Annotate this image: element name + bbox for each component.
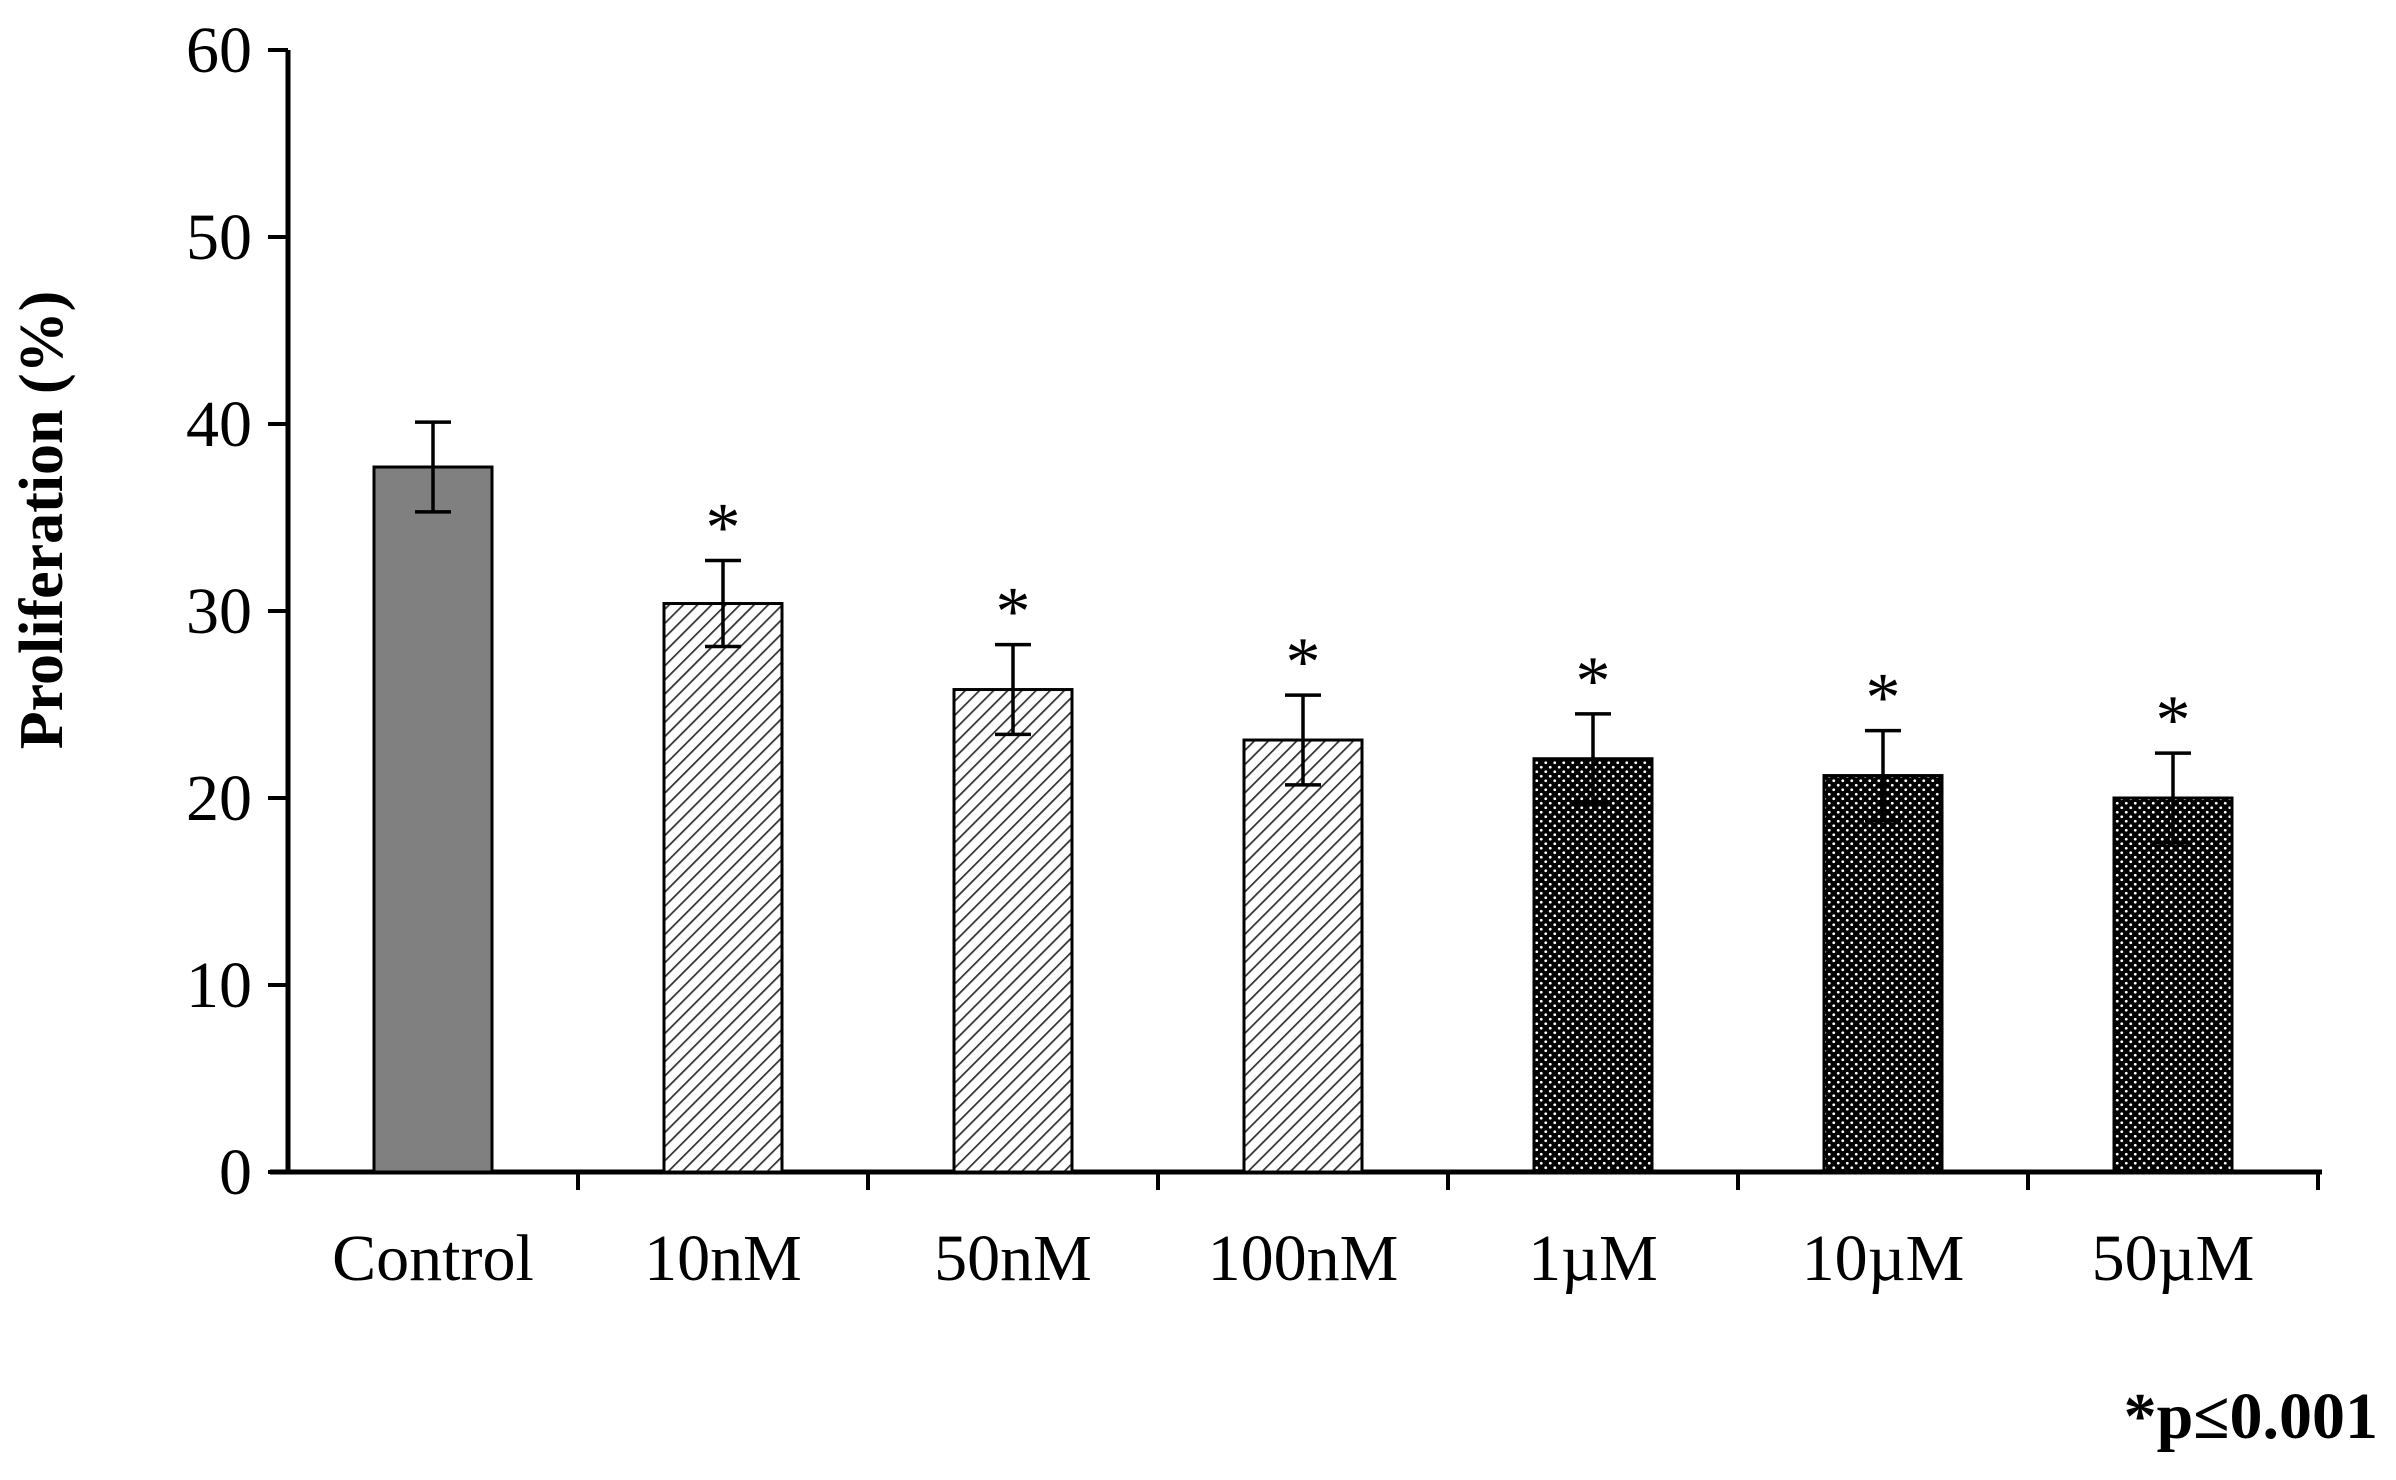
y-tick-label: 60 [186,14,252,87]
significance-marker: * [1286,624,1321,701]
error-bar [1285,693,1321,787]
error-bar [2155,751,2191,845]
x-category-label: 50nM [934,1222,1092,1295]
significance-marker: * [1866,660,1901,737]
error-bars: * * * * * * [415,420,2191,845]
y-tick-label: 20 [186,762,252,835]
y-tick-label: 50 [186,201,252,274]
y-axis-ticks: 0 10 20 30 40 50 60 [186,14,288,1209]
bar-10µM [1822,774,1944,1174]
x-category-label: Control [332,1222,534,1295]
error-bar [705,558,741,649]
significance-marker: * [996,574,1031,651]
x-category-label: 10nM [644,1222,802,1295]
significance-marker: * [1576,643,1611,720]
bar-Control [372,465,494,1174]
bar-1µM [1532,757,1654,1174]
axes: 0 10 20 30 40 50 60 [186,14,2322,1209]
x-category-label: 10µM [1802,1222,1965,1295]
y-tick-label: 40 [186,388,252,461]
significance-note: *p≤0.001 [2124,1380,2378,1453]
bars [372,465,2234,1174]
category-labels: Control 10nM 50nM 100nM 1µM 10µM 50µM [332,1222,2254,1295]
bar-100nM [1242,738,1364,1174]
error-bar [415,420,451,514]
significance-marker: * [706,490,741,567]
y-tick-label: 10 [186,949,252,1022]
y-axis-label: Proliferation (%) [8,291,76,750]
error-bar [995,642,1031,737]
y-tick-label: 0 [219,1136,252,1209]
bar-50µM [2112,796,2234,1174]
bar-10nM [662,602,784,1174]
x-axis-ticks [576,1172,2320,1190]
x-category-label: 100nM [1208,1222,1399,1295]
error-bar [1575,712,1611,806]
x-category-label: 50µM [2092,1222,2255,1295]
y-tick-label: 30 [186,575,252,648]
bar-50nM [952,688,1074,1174]
x-category-label: 1µM [1528,1222,1658,1295]
error-bar [1865,728,1901,823]
significance-marker: * [2156,682,2191,759]
